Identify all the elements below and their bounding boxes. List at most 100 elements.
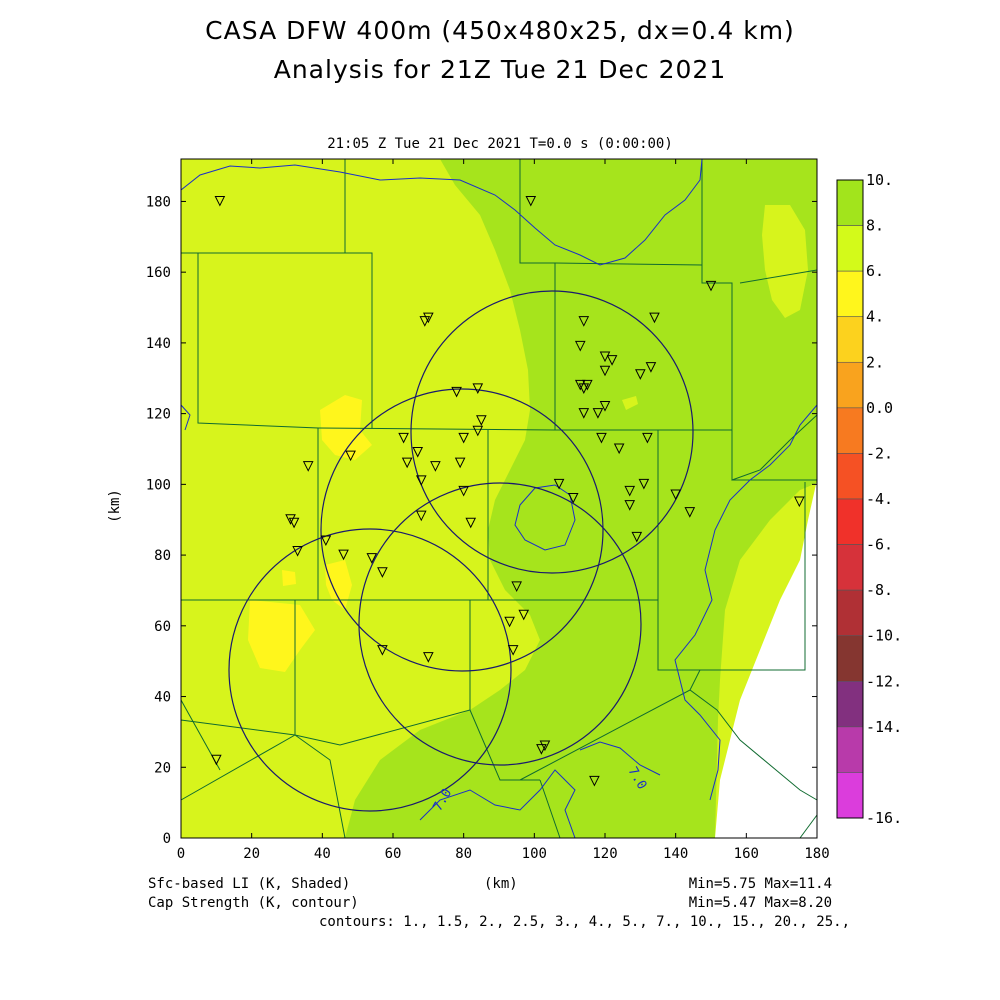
shaded-field-legend: Sfc-based LI (K, Shaded) (148, 876, 351, 892)
station-marker (288, 517, 300, 529)
station-marker (518, 609, 530, 621)
station-marker (794, 496, 805, 508)
colorbar-swatch (836, 225, 864, 272)
x-tick-label: 140 (663, 846, 688, 862)
x-tick-label: 80 (455, 846, 472, 862)
colorbar-swatch (836, 361, 864, 409)
y-tick-label: 0 (163, 831, 171, 847)
station-marker (423, 652, 434, 663)
y-tick-label: 180 (146, 194, 171, 210)
plot-frame (180, 158, 818, 839)
station-marker (638, 478, 650, 490)
station-marker (670, 489, 681, 501)
x-tick-label: 160 (734, 846, 759, 862)
station-marker (645, 362, 657, 373)
station-marker (624, 500, 636, 511)
station-marker (458, 432, 469, 444)
x-tick-label: 20 (243, 846, 260, 862)
radar-circle-sw (228, 528, 512, 812)
station-marker (592, 408, 604, 419)
station-marker (539, 740, 551, 752)
colorbar-label: -14. (866, 718, 902, 736)
contour-field-stats: Min=5.47 Max=8.20 (688, 895, 832, 911)
x-axis: 0 20 40 60 80 100 120 140 160 180 (177, 159, 830, 862)
station-marker (211, 754, 222, 766)
colorbar-label: 10. (866, 171, 893, 189)
station-marker (504, 616, 515, 628)
radar-circle-n (320, 388, 604, 672)
station-marker (574, 379, 586, 391)
contour-field-legend: Cap Strength (K, contour) (148, 895, 359, 911)
station-marker (430, 461, 441, 472)
station-marker (412, 447, 424, 458)
station-marker (472, 425, 484, 437)
station-marker (377, 645, 388, 656)
x-tick-label: 60 (385, 846, 402, 862)
dry-patch-east (762, 205, 808, 318)
dry-patch-west-lower (181, 700, 345, 838)
y-tick-label: 60 (154, 619, 171, 635)
yellow-patch-mid (325, 560, 352, 610)
y-tick-label: 120 (146, 407, 171, 423)
missing-data-region (715, 480, 817, 838)
radar-circle-ne (410, 290, 694, 574)
station-marker (599, 351, 611, 363)
station-marker (507, 645, 519, 656)
colorbar: 10. 8. 6. 4. 2. 0.0 -2. -4. -6. -8. -10. -12. -14. -1… (836, 171, 902, 827)
station-marker (578, 316, 590, 327)
station-marker (465, 517, 477, 529)
county-boundaries (180, 159, 818, 839)
station-marker (472, 383, 484, 394)
station-marker (642, 432, 653, 444)
colorbar-label: 6. (866, 262, 884, 280)
yellow-patch-west (320, 395, 372, 460)
station-marker (320, 535, 332, 547)
colorbar-swatch (836, 680, 864, 728)
station-marker (596, 432, 607, 444)
station-marker (511, 581, 522, 593)
station-markers (211, 195, 805, 787)
y-tick-label: 20 (154, 760, 171, 776)
station-marker (398, 432, 409, 444)
colorbar-swatch (836, 407, 864, 454)
colorbar-label: -8. (866, 581, 893, 599)
x-tick-label: 0 (177, 846, 185, 862)
y-tick-label: 40 (154, 690, 171, 706)
x-axis-unit: (km) (484, 876, 518, 892)
station-marker (401, 457, 413, 469)
station-marker (649, 312, 660, 324)
colorbar-swatch (836, 772, 864, 819)
colorbar-frame (836, 179, 864, 819)
colorbar-label: -16. (866, 809, 902, 827)
station-marker (684, 507, 696, 518)
station-marker (635, 369, 646, 380)
main-title: CASA DFW 400m (450x480x25, dx=0.4 km) (205, 16, 795, 45)
station-marker (458, 485, 469, 497)
water-boundaries (180, 158, 818, 839)
station-marker (705, 280, 717, 292)
colorbar-label: -12. (866, 672, 902, 690)
x-tick-label: 100 (522, 846, 547, 862)
station-marker (366, 553, 378, 564)
station-marker (451, 386, 462, 398)
colorbar-swatch (836, 635, 864, 682)
analysis-time-title: Analysis for 21Z Tue 21 Dec 2021 (273, 55, 727, 84)
station-marker (338, 549, 349, 561)
station-marker (415, 475, 427, 486)
station-marker (574, 340, 586, 352)
colorbar-swatch (836, 270, 864, 318)
colorbar-swatch (836, 453, 864, 500)
station-marker (423, 312, 434, 324)
yellow-patch-small (282, 570, 296, 586)
y-axis-unit: (km) (106, 489, 123, 523)
station-marker (415, 510, 427, 522)
station-marker (624, 485, 636, 497)
x-tick-label: 120 (592, 846, 617, 862)
station-marker (377, 567, 388, 578)
colorbar-swatch (836, 544, 864, 591)
yellow-patch-southwest (248, 600, 315, 672)
station-marker (345, 450, 356, 462)
colorbar-label: 8. (866, 217, 884, 235)
colorbar-label: -10. (866, 627, 902, 645)
